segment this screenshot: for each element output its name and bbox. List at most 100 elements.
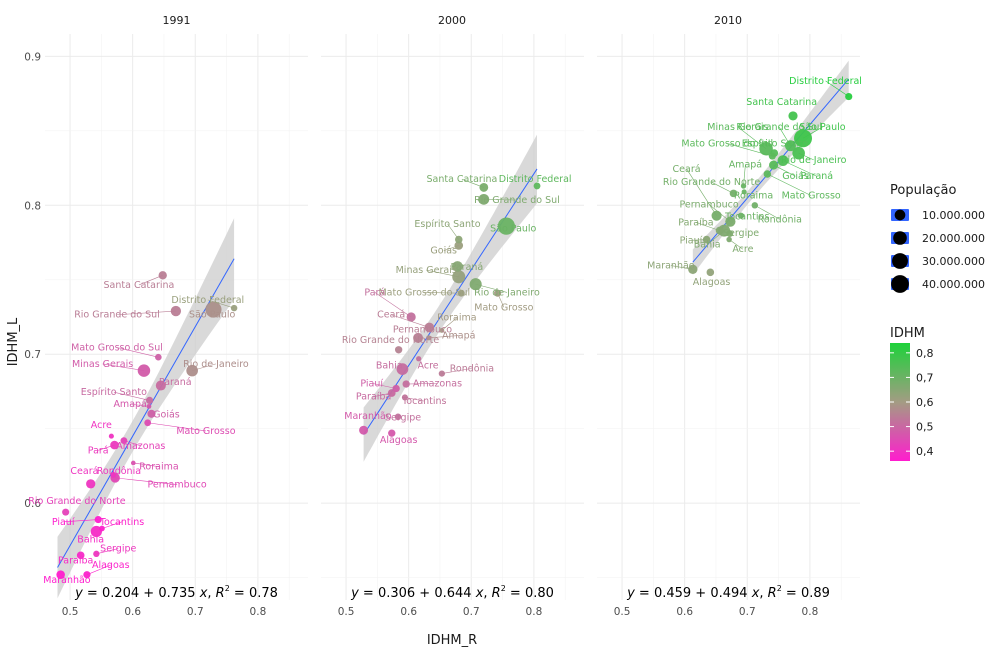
leader-line bbox=[737, 126, 767, 149]
data-point bbox=[56, 570, 65, 579]
data-point bbox=[110, 471, 117, 478]
leader-line bbox=[727, 143, 773, 157]
data-point bbox=[788, 111, 798, 121]
data-point bbox=[130, 460, 136, 466]
point-label: Rio Grande do Sul bbox=[474, 195, 560, 206]
leader-line bbox=[825, 80, 849, 97]
size-legend-dot bbox=[891, 275, 909, 293]
leader-line bbox=[86, 564, 111, 575]
point-label: Pernambuco bbox=[148, 480, 207, 491]
data-point bbox=[438, 370, 445, 377]
point-label: Tocantins bbox=[99, 517, 144, 528]
color-tick-label: 0,5 bbox=[916, 421, 934, 434]
y-tick-label: 0.8 bbox=[24, 200, 41, 212]
confidence-band bbox=[57, 218, 235, 599]
point-label: Ceará bbox=[377, 310, 405, 321]
leader-line bbox=[773, 164, 796, 177]
point-label: Mato Grosso bbox=[474, 302, 533, 313]
point-label: Maranhão bbox=[647, 261, 695, 272]
size-legend-label: 40.000.000 bbox=[922, 278, 985, 291]
point-label: Roraima bbox=[437, 313, 476, 324]
leader-line bbox=[441, 368, 472, 374]
point-label: Espírito Santo bbox=[414, 219, 480, 230]
data-point bbox=[155, 380, 166, 391]
size-legend-title: População bbox=[890, 183, 957, 198]
leader-line bbox=[147, 422, 206, 432]
data-point bbox=[86, 479, 96, 489]
point-label: Pará bbox=[364, 287, 385, 298]
leader-line bbox=[116, 310, 176, 316]
leader-line bbox=[441, 317, 458, 331]
leader-line bbox=[424, 292, 462, 294]
x-tick-label: 0.7 bbox=[463, 606, 480, 618]
point-label: Espírito Santo bbox=[81, 387, 147, 398]
point-label: Alagoas bbox=[693, 277, 731, 288]
point-label: Paraíba bbox=[678, 217, 713, 228]
leader-line bbox=[98, 444, 115, 451]
point-label: Paraná bbox=[451, 262, 484, 273]
point-label: Pernambuco bbox=[680, 200, 739, 211]
point-label: Roraima bbox=[139, 462, 178, 473]
data-point bbox=[497, 217, 515, 235]
point-label: São Paulo bbox=[799, 122, 845, 133]
x-tick-label: 0.8 bbox=[802, 606, 819, 618]
point-label: Rio Grande do Sul bbox=[736, 122, 822, 133]
color-bar bbox=[890, 343, 910, 461]
point-label: Mato Grosso do Sul bbox=[378, 287, 470, 298]
leader-line bbox=[695, 222, 720, 231]
size-legend-label: 20.000.000 bbox=[922, 232, 985, 245]
size-legend-label: 30.000.000 bbox=[922, 255, 985, 268]
point-label: Tocantins bbox=[401, 396, 446, 407]
point-label: Amazonas bbox=[413, 378, 462, 389]
x-tick-label: 0.8 bbox=[526, 606, 543, 618]
data-point bbox=[205, 301, 222, 318]
leader-line bbox=[406, 382, 438, 385]
size-legend-dot bbox=[892, 253, 908, 269]
point-label: Acre bbox=[732, 244, 753, 255]
size-legend-dot bbox=[894, 209, 906, 221]
point-label: Ceará bbox=[70, 466, 98, 477]
point-label: Mato Grosso bbox=[176, 426, 235, 437]
regression-equation: y = 0.204 + 0.735 x, R2 = 0.78 bbox=[74, 584, 278, 601]
data-point bbox=[359, 425, 369, 435]
point-label: Minas Gerais bbox=[396, 265, 457, 276]
point-label: Goiás bbox=[153, 410, 180, 421]
leader-line bbox=[447, 223, 460, 240]
point-label: Alagoas bbox=[92, 560, 130, 571]
point-label: Piauí bbox=[52, 517, 75, 528]
size-legend: População 10.000.000 20.000.000 30.000.000… bbox=[890, 183, 985, 293]
y-tick-label: 0.9 bbox=[24, 51, 41, 63]
point-label: Sergipe bbox=[723, 228, 759, 239]
point-label: Sergipe bbox=[100, 544, 136, 555]
point-label: Rio Grande do Norte bbox=[663, 177, 760, 188]
point-label: Minas Gerais bbox=[707, 122, 768, 133]
point-label: Rio de Janeiro bbox=[474, 287, 540, 298]
point-label: Piauí bbox=[360, 378, 383, 389]
point-label: Santa Catarina bbox=[426, 174, 497, 185]
point-label: Santa Catarina bbox=[746, 97, 817, 108]
point-label: Bahia bbox=[376, 360, 403, 371]
regression-equation: y = 0.306 + 0.644 x, R2 = 0.80 bbox=[350, 584, 554, 601]
x-tick-label: 0.7 bbox=[739, 606, 756, 618]
leader-line bbox=[483, 199, 518, 201]
point-label: Minas Gerais bbox=[72, 359, 133, 370]
leader-line bbox=[96, 548, 119, 555]
y-tick-label: 0.7 bbox=[24, 349, 41, 361]
leader-line bbox=[192, 363, 217, 371]
leader-line bbox=[101, 521, 123, 529]
leader-line bbox=[686, 168, 717, 216]
point-label: Pará bbox=[88, 445, 109, 456]
x-tick-label: 0.6 bbox=[400, 606, 417, 618]
leader-line bbox=[728, 239, 744, 250]
leader-line bbox=[475, 283, 508, 293]
leader-line bbox=[123, 440, 141, 447]
data-point bbox=[394, 346, 403, 354]
leader-line bbox=[374, 292, 412, 318]
leader-line bbox=[115, 477, 178, 485]
leader-line bbox=[133, 462, 160, 467]
point-label: Rio de Janeiro bbox=[183, 359, 249, 370]
leader-line bbox=[426, 269, 459, 278]
point-label: Goiás bbox=[782, 171, 809, 182]
